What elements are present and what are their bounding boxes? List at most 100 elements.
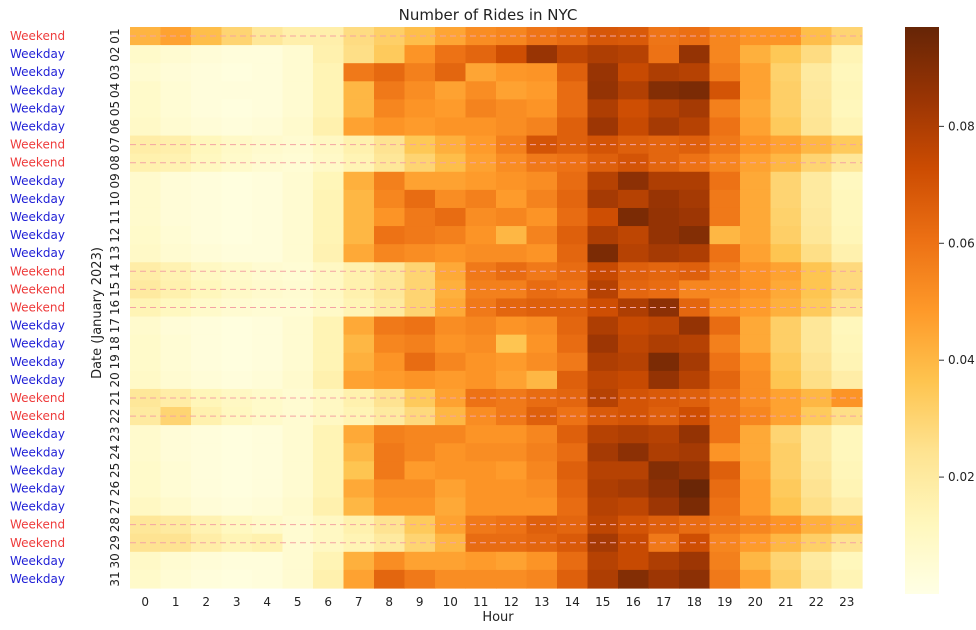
heatmap-cell [465, 63, 497, 82]
heatmap-cell [313, 262, 345, 281]
heatmap-cell [374, 551, 406, 571]
day-type-label: Weekday [10, 47, 65, 61]
heatmap-cell [313, 81, 345, 100]
heatmap-cell [709, 244, 741, 263]
heatmap-cell [160, 81, 192, 100]
heatmap-cell [526, 569, 558, 589]
heatmap-cell [465, 551, 497, 571]
heatmap-cell [313, 425, 345, 444]
heatmap-cell [313, 207, 345, 227]
heatmap-cell [648, 316, 680, 336]
heatmap-cell [679, 551, 711, 571]
heatmap-cell [618, 189, 650, 209]
heatmap-cell [282, 443, 314, 462]
heatmap-cell [831, 244, 863, 263]
heatmap-cell [282, 207, 314, 227]
heatmap-cell [252, 226, 284, 245]
heatmap-cell [618, 244, 650, 263]
heatmap-cell [618, 117, 650, 137]
heatmap-cell [252, 316, 284, 336]
heatmap-cell [801, 370, 833, 390]
heatmap-cell [618, 63, 650, 82]
heatmap-cell [679, 497, 711, 517]
heatmap-cell [587, 207, 619, 227]
heatmap-cell [465, 334, 497, 354]
heatmap-cell [648, 99, 680, 119]
heatmap-cell [801, 153, 833, 173]
heatmap-cell [130, 443, 162, 462]
heatmap-cell [374, 497, 406, 517]
heatmap-cell [282, 189, 314, 209]
heatmap-cell [587, 334, 619, 354]
heatmap-cell [770, 99, 802, 119]
colorbar-tick-label: 0.08 [948, 119, 975, 133]
colorbar-tick-label: 0.04 [948, 353, 975, 367]
day-type-label: Weekday [10, 246, 65, 260]
heatmap-cell [770, 569, 802, 589]
heatmap-cell [648, 334, 680, 354]
day-type-label: Weekend [10, 409, 65, 423]
heatmap-cell [160, 45, 192, 64]
heatmap-cell [587, 551, 619, 571]
heatmap-cell [221, 334, 253, 354]
y-tick-label: 29 [108, 535, 122, 550]
heatmap-cell [740, 479, 772, 499]
heatmap-cell [282, 515, 314, 535]
heatmap-cell [709, 45, 741, 64]
heatmap-cell [709, 63, 741, 82]
heatmap-cell [435, 443, 467, 462]
heatmap-cell [709, 443, 741, 462]
heatmap-cell [404, 497, 436, 517]
heatmap-cell [343, 117, 375, 137]
heatmap-cell [343, 443, 375, 462]
heatmap-cell [648, 81, 680, 100]
heatmap-cell [618, 370, 650, 390]
colorbar [905, 27, 939, 594]
heatmap-cell [343, 45, 375, 64]
heatmap-cell [343, 81, 375, 100]
heatmap-cell [679, 189, 711, 209]
heatmap-cell [801, 407, 833, 426]
heatmap-cell [557, 81, 589, 100]
heatmap-cell [618, 443, 650, 462]
heatmap-cell [160, 370, 192, 390]
heatmap-cell [496, 63, 528, 82]
y-tick-label: 12 [108, 227, 122, 242]
heatmap-cell [648, 551, 680, 571]
heatmap-cell [465, 45, 497, 64]
heatmap-cell [130, 316, 162, 336]
y-tick-label: 14 [108, 264, 122, 279]
heatmap-cell [313, 479, 345, 499]
y-tick-label: 20 [108, 372, 122, 387]
heatmap-cell [221, 515, 253, 535]
heatmap-cell [221, 27, 253, 46]
heatmap-cell [160, 280, 192, 300]
x-tick-label: 0 [141, 595, 149, 609]
heatmap-cell [465, 117, 497, 137]
heatmap-cell [252, 425, 284, 444]
day-type-label: Weekday [10, 481, 65, 495]
heatmap-cell [313, 226, 345, 245]
heatmap-cell [740, 117, 772, 137]
heatmap-cell [801, 569, 833, 589]
heatmap-cell [313, 244, 345, 263]
heatmap-cell [191, 551, 223, 571]
heatmap-cell [221, 352, 253, 372]
heatmap-cell [496, 99, 528, 119]
heatmap-cell [740, 334, 772, 354]
heatmap-cell [252, 388, 284, 408]
heatmap-cell [282, 569, 314, 589]
heatmap-cell [435, 334, 467, 354]
y-tick-label: 02 [108, 47, 122, 62]
heatmap-cell [282, 226, 314, 245]
heatmap-cell [465, 461, 497, 481]
heatmap-cell [770, 81, 802, 100]
day-type-label: Weekend [10, 264, 65, 278]
heatmap-cell [282, 63, 314, 82]
heatmap-cell [313, 99, 345, 119]
heatmap-cell [130, 226, 162, 245]
heatmap-cell [221, 370, 253, 390]
heatmap-cell [526, 226, 558, 245]
heatmap-cell [831, 551, 863, 571]
heatmap-cell [435, 226, 467, 245]
